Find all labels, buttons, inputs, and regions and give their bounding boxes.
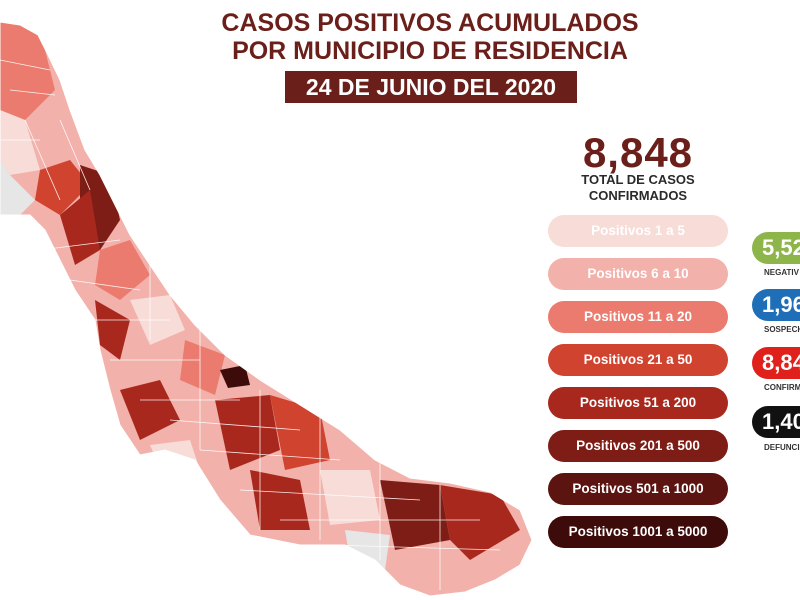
legend-item-1-5: Positivos 1 a 5 <box>548 215 728 247</box>
map-region <box>250 470 310 530</box>
legend-item-51-200: Positivos 51 a 200 <box>548 387 728 419</box>
map-region <box>220 365 250 388</box>
map-region <box>0 160 35 215</box>
legend-item-1001-5000: Positivos 1001 a 5000 <box>548 516 728 548</box>
stat-confirmados-value: 8,84 <box>752 347 800 379</box>
total-cases-number: 8,848 <box>582 129 694 176</box>
legend-item-501-1000: Positivos 501 a 1000 <box>548 473 728 505</box>
total-label-line-1: TOTAL DE CASOS <box>581 172 695 187</box>
map-region <box>345 530 390 570</box>
map-region <box>320 470 380 525</box>
map-region <box>95 300 130 360</box>
map-region <box>215 395 280 470</box>
stat-defunciones-value: 1,40 <box>752 406 800 438</box>
total-cases-label: TOTAL DE CASOS CONFIRMADOS <box>548 172 728 204</box>
title-line-1: CASOS POSITIVOS ACUMULADOS <box>221 9 639 37</box>
map-region <box>440 485 520 560</box>
map-region <box>120 380 180 440</box>
legend-item-6-10: Positivos 6 a 10 <box>548 258 728 290</box>
total-label-line-2: CONFIRMADOS <box>588 188 688 203</box>
stat-negativos-value: 5,52 <box>752 232 800 264</box>
legend-item-21-50: Positivos 21 a 50 <box>548 344 728 376</box>
legend-item-201-500: Positivos 201 a 500 <box>548 430 728 462</box>
stat-confirmados-label: CONFIRM <box>764 383 800 392</box>
map-region <box>95 240 150 300</box>
stat-sospechosos-value: 1,96 <box>752 289 800 321</box>
map-region <box>395 545 470 596</box>
map-region <box>0 22 55 120</box>
map-borders <box>0 59 501 590</box>
stat-sospechosos-label: SOSPECH <box>764 325 800 334</box>
map-region <box>0 110 40 175</box>
map-region <box>380 480 450 550</box>
map-region <box>180 340 225 395</box>
stat-defunciones-label: DEFUNCI <box>764 443 800 452</box>
stat-negativos-label: NEGATIV <box>764 268 799 277</box>
state-outline <box>0 21 533 597</box>
legend-item-11-20: Positivos 11 a 20 <box>548 301 728 333</box>
date-banner: 24 DE JUNIO DEL 2020 <box>285 71 577 103</box>
title-line-2: POR MUNICIPIO DE RESIDENCIA <box>232 37 628 65</box>
